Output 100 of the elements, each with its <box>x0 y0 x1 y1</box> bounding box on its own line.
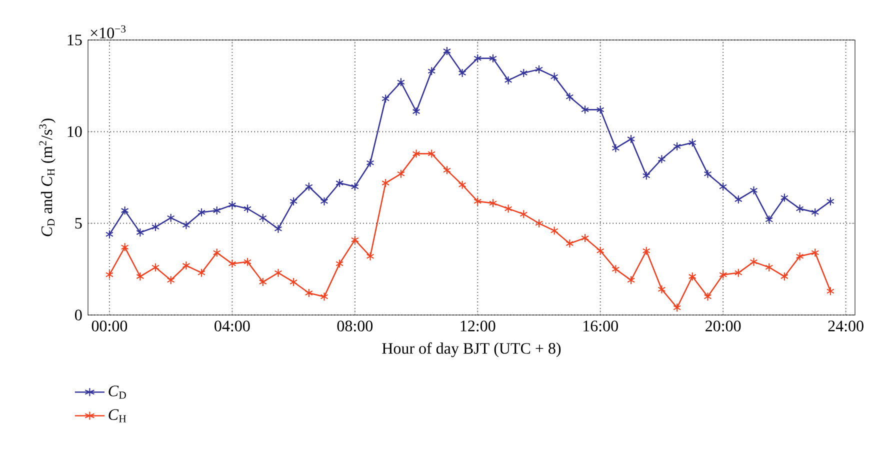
point <box>520 210 528 219</box>
point <box>304 182 313 192</box>
y-tick-label: 10 <box>68 126 82 138</box>
point <box>474 54 482 63</box>
point <box>750 257 758 266</box>
x-tick-label: 20:00 <box>706 320 741 332</box>
point <box>120 242 129 252</box>
point <box>396 169 405 178</box>
point <box>658 284 666 294</box>
point <box>642 246 650 256</box>
point <box>350 182 359 192</box>
point <box>458 180 466 190</box>
legend-label: C$_{H}$ <box>108 409 126 422</box>
point <box>258 213 267 222</box>
point <box>811 248 820 258</box>
point <box>488 198 497 208</box>
point <box>258 277 267 287</box>
point <box>166 213 175 222</box>
point <box>811 208 820 217</box>
point <box>290 277 298 287</box>
legend-label: C$_{D}$ <box>108 386 126 399</box>
point <box>474 196 482 206</box>
point <box>535 218 543 228</box>
x-tick-label: 00:00 <box>92 320 128 332</box>
point <box>428 66 436 76</box>
point <box>627 276 636 285</box>
point <box>566 92 574 102</box>
point <box>535 64 543 74</box>
point <box>228 259 236 268</box>
point <box>504 76 512 85</box>
point <box>658 154 666 164</box>
point <box>612 144 620 153</box>
point <box>719 270 728 280</box>
point <box>627 134 636 144</box>
point <box>750 186 758 195</box>
point <box>612 264 620 274</box>
point <box>719 182 728 192</box>
point <box>105 230 114 239</box>
point <box>488 54 497 63</box>
point <box>320 292 328 302</box>
point <box>428 149 436 158</box>
x-tick-label: 12:00 <box>460 320 496 332</box>
point <box>550 226 558 236</box>
point <box>182 260 190 270</box>
point <box>274 268 282 278</box>
point <box>228 200 236 210</box>
point <box>504 204 512 214</box>
point <box>198 268 206 278</box>
point <box>105 270 114 280</box>
x-tick-label: 16:00 <box>584 320 618 332</box>
point <box>120 206 129 216</box>
point <box>244 204 252 214</box>
x-axis-title: Hour of day BJT (UTC + 8) <box>382 342 561 358</box>
point <box>212 248 221 258</box>
point <box>182 220 190 230</box>
point <box>596 105 604 114</box>
point <box>458 68 466 78</box>
point <box>642 171 650 180</box>
y-tick-label: 0 <box>75 310 82 320</box>
point <box>382 94 390 104</box>
x-tick-label: 08:00 <box>337 320 373 332</box>
point <box>366 158 374 168</box>
x-tick-label: 24:00 <box>828 320 864 332</box>
point <box>166 276 175 285</box>
point <box>274 224 282 234</box>
point <box>151 262 160 272</box>
point <box>304 288 313 298</box>
point <box>136 272 144 282</box>
point <box>581 233 590 243</box>
point <box>336 259 344 268</box>
point <box>442 46 451 56</box>
point <box>290 196 298 206</box>
point <box>442 166 451 175</box>
point <box>244 257 252 266</box>
point <box>796 204 804 214</box>
point <box>826 286 834 296</box>
text: C$_{D}$ and C$_{H}$ (m$^{2}$/s$^{3}$) <box>39 118 56 236</box>
point <box>688 138 696 148</box>
point <box>320 196 328 206</box>
point <box>566 238 574 248</box>
point <box>596 246 604 256</box>
point <box>734 268 742 278</box>
point <box>688 272 696 282</box>
y-tick-label: 5 <box>75 218 82 229</box>
point <box>412 106 420 116</box>
point <box>734 194 742 204</box>
point <box>550 72 558 82</box>
point <box>366 252 374 261</box>
point <box>796 252 804 261</box>
text: ×10$^{−3}$ <box>90 25 126 38</box>
point <box>780 272 788 282</box>
point <box>673 142 682 151</box>
point <box>212 206 221 216</box>
point <box>765 215 774 224</box>
point <box>151 222 160 232</box>
point <box>412 149 420 158</box>
x-tick-label: 04:00 <box>214 320 250 332</box>
point <box>780 193 788 202</box>
point <box>136 228 144 238</box>
point <box>704 169 712 178</box>
